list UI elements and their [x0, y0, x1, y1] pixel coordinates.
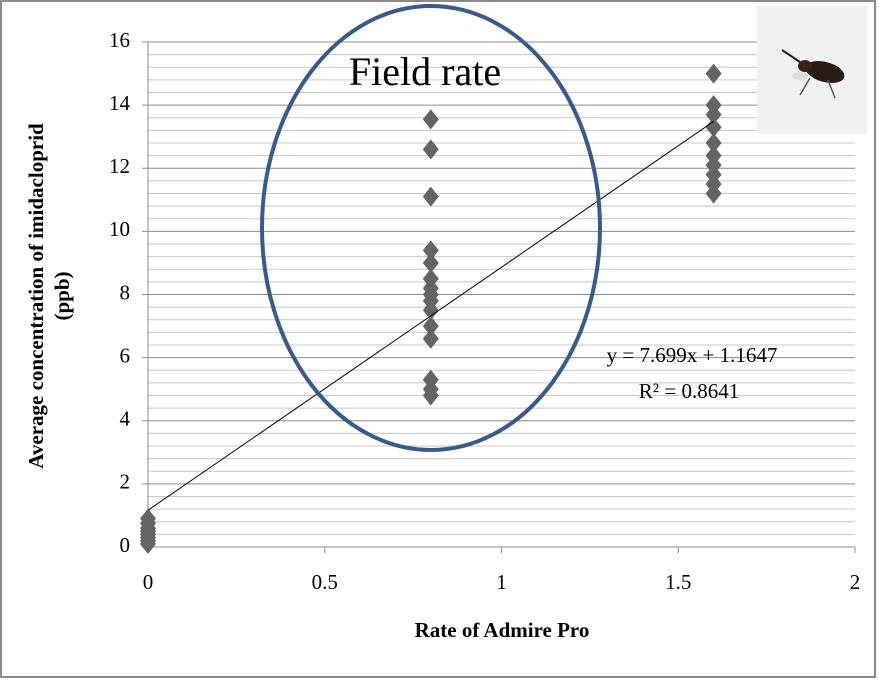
y-tick-label: 0 — [120, 533, 131, 557]
y-tick-label: 4 — [120, 407, 131, 431]
point — [705, 117, 722, 138]
point — [140, 508, 156, 529]
point — [422, 385, 439, 406]
field-rate-ellipse — [260, 4, 602, 452]
point — [422, 186, 439, 207]
y-tick-label: 2 — [120, 470, 131, 494]
x-tick-label: 0.5 — [312, 570, 338, 594]
y-tick-label: 16 — [109, 28, 130, 52]
point — [422, 240, 439, 261]
marks — [140, 63, 722, 554]
point — [422, 300, 439, 321]
point — [705, 133, 722, 153]
x-tick-label: 2 — [850, 570, 861, 594]
x-tick-label: 1.5 — [665, 570, 691, 594]
y-tick-label: 6 — [120, 343, 131, 367]
point — [705, 104, 722, 125]
point — [422, 328, 439, 349]
x-axis-title: Rate of Admire Pro — [415, 618, 590, 642]
point — [422, 109, 439, 130]
y-tick-label: 12 — [109, 154, 130, 178]
point — [422, 139, 439, 160]
trendline — [147, 121, 714, 511]
y-axis-title: (ppb) — [50, 271, 74, 320]
x-tick-label: 0 — [143, 570, 154, 594]
trend-equation: y = 7.699x + 1.1647 — [607, 343, 778, 367]
annotation: Field rate — [349, 49, 501, 94]
y-axis-title: Average concentration of imidacloprid — [24, 123, 48, 469]
point — [705, 63, 722, 84]
grid: 0 2 4 6 8 10 12 14 16 0 0.5 1 1.5 2 — [109, 28, 860, 594]
insect-photo — [757, 6, 867, 134]
y-tick-label: 10 — [109, 217, 130, 241]
point — [705, 183, 722, 204]
point — [422, 252, 439, 273]
point — [422, 316, 439, 337]
x-tick-label: 1 — [496, 570, 507, 594]
trend-r2: R² = 0.8641 — [639, 379, 739, 403]
y-tick-label: 8 — [120, 280, 131, 304]
y-tick-label: 14 — [109, 91, 131, 115]
